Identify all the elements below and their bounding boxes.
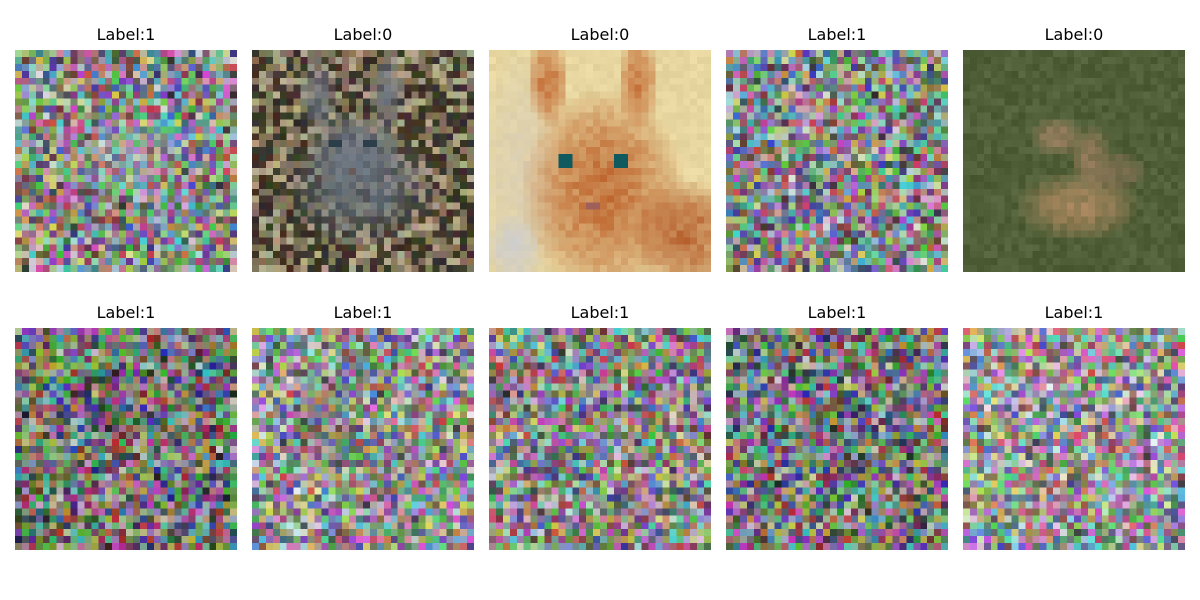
noise-image (15, 328, 237, 550)
panel-title: Label:0 (570, 25, 630, 44)
panel-title: Label:0 (1044, 25, 1104, 44)
noise-image (489, 328, 711, 550)
cat-image (489, 50, 711, 272)
noise-image (15, 50, 237, 272)
panel-title: Label:1 (1044, 303, 1104, 322)
panel-title: Label:0 (333, 25, 393, 44)
noise-image (726, 328, 948, 550)
noise-image (726, 50, 948, 272)
panel-title: Label:1 (570, 303, 630, 322)
noise-image (252, 328, 474, 550)
deer-image (963, 50, 1185, 272)
panel-title: Label:1 (333, 303, 393, 322)
panel-title: Label:1 (96, 303, 156, 322)
panel-title: Label:1 (807, 303, 867, 322)
panel-title: Label:1 (807, 25, 867, 44)
panel-title: Label:1 (96, 25, 156, 44)
noise-image (963, 328, 1185, 550)
kitten-image (252, 50, 474, 272)
